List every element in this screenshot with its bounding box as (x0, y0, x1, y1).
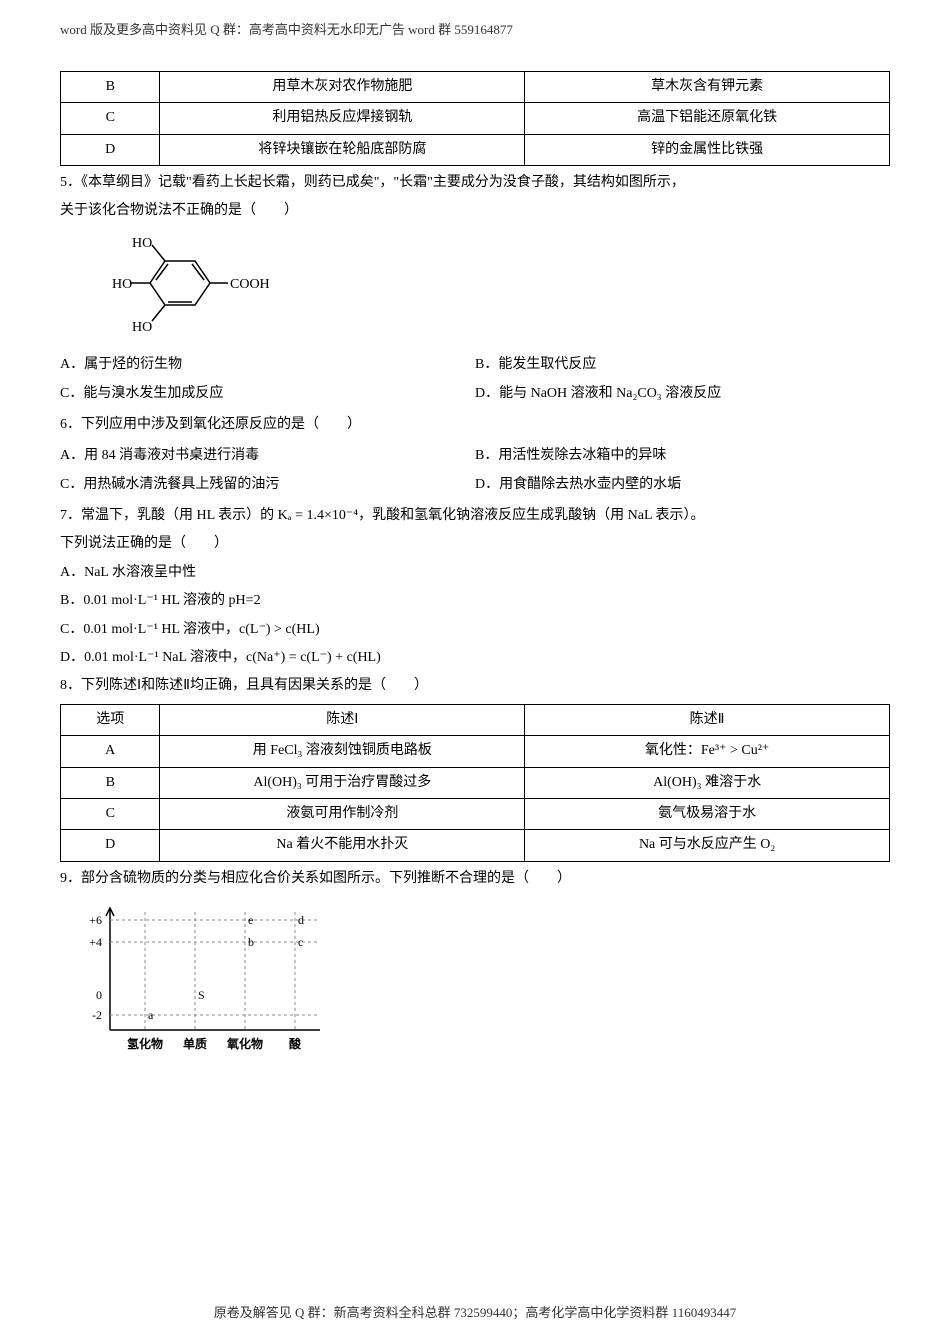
q5-stem-b: 关于该化合物说法不正确的是（ ） (60, 200, 890, 222)
cell: 将锌块镶嵌在轮船底部防腐 (160, 134, 525, 165)
q5-optB: B．能发生取代反应 (475, 354, 890, 376)
cell: Na 着火不能用水扑灭 (160, 830, 525, 861)
cell: Al(OH)₃ 难溶于水 (525, 767, 890, 798)
header-cell: 陈述Ⅱ (525, 704, 890, 735)
cell: 氧化性：Fe³⁺ > Cu²⁺ (525, 736, 890, 767)
gallic-acid-structure: HO HO HO COOH (80, 233, 890, 341)
q6-options: A．用 84 消毒液对书桌进行消毒 B．用活性炭除去冰箱中的异味 C．用热碱水清… (60, 442, 890, 499)
svg-text:b: b (248, 935, 254, 949)
table-row: C 液氨可用作制冷剂 氨气极易溶于水 (61, 799, 890, 830)
svg-text:-2: -2 (92, 1008, 102, 1022)
cell: D (61, 830, 160, 861)
cell: Na 可与水反应产生 O₂ (525, 830, 890, 861)
q5-optC: C．能与溴水发生加成反应 (60, 383, 475, 405)
header-cell: 陈述Ⅰ (160, 704, 525, 735)
svg-text:e: e (248, 913, 253, 927)
svg-text:氢化物: 氢化物 (127, 1036, 163, 1051)
page-header: word 版及更多高中资料见 Q 群：高考高中资料无水印无广告 word 群 5… (60, 20, 890, 41)
q6-optC: C．用热碱水清洗餐具上残留的油污 (60, 474, 475, 496)
q5-stem-a: 5．《本草纲目》记载"看药上长起长霜，则药已成矣"，"长霜"主要成分为没食子酸，… (60, 172, 890, 194)
label-cooh: COOH (230, 277, 270, 292)
svg-text:+4: +4 (89, 935, 102, 949)
q5-optD: D．能与 NaOH 溶液和 Na₂CO₃ 溶液反应 (475, 383, 890, 405)
svg-text:c: c (298, 935, 303, 949)
cell: A (61, 736, 160, 767)
q7-stem: 7．常温下，乳酸（用 HL 表示）的 Kₐ = 1.4×10⁻⁴，乳酸和氢氧化钠… (60, 505, 890, 527)
q6-optD: D．用食醋除去热水壶内壁的水垢 (475, 474, 890, 496)
q6-optA: A．用 84 消毒液对书桌进行消毒 (60, 445, 475, 467)
q6-stem: 6．下列应用中涉及到氧化还原反应的是（ ） (60, 414, 890, 436)
svg-text:a: a (148, 1008, 154, 1022)
cell: 锌的金属性比铁强 (525, 134, 890, 165)
svg-text:酸: 酸 (289, 1036, 302, 1051)
label-ho-bottom: HO (132, 320, 152, 333)
svg-text:S: S (198, 988, 205, 1002)
cell: C (61, 799, 160, 830)
cell: B (61, 767, 160, 798)
table-row: C 利用铝热反应焊接钢轨 高温下铝能还原氧化铁 (61, 103, 890, 134)
q7-stem2: 下列说法正确的是（ ） (60, 533, 890, 555)
table-row: B 用草木灰对农作物施肥 草木灰含有钾元素 (61, 71, 890, 102)
cell: Al(OH)₃ 可用于治疗胃酸过多 (160, 767, 525, 798)
q8-stem: 8．下列陈述Ⅰ和陈述Ⅱ均正确，且具有因果关系的是（ ） (60, 675, 890, 697)
table-header-row: 选项 陈述Ⅰ 陈述Ⅱ (61, 704, 890, 735)
cell: D (61, 134, 160, 165)
q7-optC: C．0.01 mol·L⁻¹ HL 溶液中，c(L⁻) > c(HL) (60, 619, 890, 641)
q7-optB: B．0.01 mol·L⁻¹ HL 溶液的 pH=2 (60, 590, 890, 612)
q7-optA: A．NaL 水溶液呈中性 (60, 562, 890, 584)
cell: 用 FeCl₃ 溶液刻蚀铜质电路板 (160, 736, 525, 767)
label-ho-left: HO (112, 277, 132, 292)
svg-text:氧化物: 氧化物 (226, 1036, 263, 1051)
q5-optA: A．属于烃的衍生物 (60, 354, 475, 376)
cell: 氨气极易溶于水 (525, 799, 890, 830)
svg-text:单质: 单质 (183, 1036, 207, 1051)
sulfur-classification-chart: +6 +4 0 -2 a Sb c e d 氢化物 单质 氧化物 酸 (70, 900, 890, 1068)
table-row: D Na 着火不能用水扑灭 Na 可与水反应产生 O₂ (61, 830, 890, 861)
q9-stem: 9．部分含硫物质的分类与相应化合价关系如图所示。下列推断不合理的是（ ） (60, 868, 890, 890)
page-footer: 原卷及解答见 Q 群：新高考资料全科总群 732599440；高考化学高中化学资… (0, 1303, 950, 1324)
cell: 用草木灰对农作物施肥 (160, 71, 525, 102)
q5-options: A．属于烃的衍生物 B．能发生取代反应 C．能与溴水发生加成反应 D．能与 Na… (60, 351, 890, 408)
q7-options: A．NaL 水溶液呈中性 B．0.01 mol·L⁻¹ HL 溶液的 pH=2 … (60, 562, 890, 670)
svg-text:0: 0 (96, 988, 102, 1002)
svg-text:d: d (298, 913, 304, 927)
table-row: A 用 FeCl₃ 溶液刻蚀铜质电路板 氧化性：Fe³⁺ > Cu²⁺ (61, 736, 890, 767)
cell: 草木灰含有钾元素 (525, 71, 890, 102)
table-row: D 将锌块镶嵌在轮船底部防腐 锌的金属性比铁强 (61, 134, 890, 165)
cell: B (61, 71, 160, 102)
q8-table: 选项 陈述Ⅰ 陈述Ⅱ A 用 FeCl₃ 溶液刻蚀铜质电路板 氧化性：Fe³⁺ … (60, 704, 890, 862)
cell: 液氨可用作制冷剂 (160, 799, 525, 830)
q6-optB: B．用活性炭除去冰箱中的异味 (475, 445, 890, 467)
label-ho-top: HO (132, 236, 152, 251)
cell: 利用铝热反应焊接钢轨 (160, 103, 525, 134)
cell: 高温下铝能还原氧化铁 (525, 103, 890, 134)
svg-text:+6: +6 (89, 913, 102, 927)
table-row: B Al(OH)₃ 可用于治疗胃酸过多 Al(OH)₃ 难溶于水 (61, 767, 890, 798)
q7-optD: D．0.01 mol·L⁻¹ NaL 溶液中，c(Na⁺) = c(L⁻) + … (60, 647, 890, 669)
cell: C (61, 103, 160, 134)
header-cell: 选项 (61, 704, 160, 735)
table1: B 用草木灰对农作物施肥 草木灰含有钾元素 C 利用铝热反应焊接钢轨 高温下铝能… (60, 71, 890, 166)
